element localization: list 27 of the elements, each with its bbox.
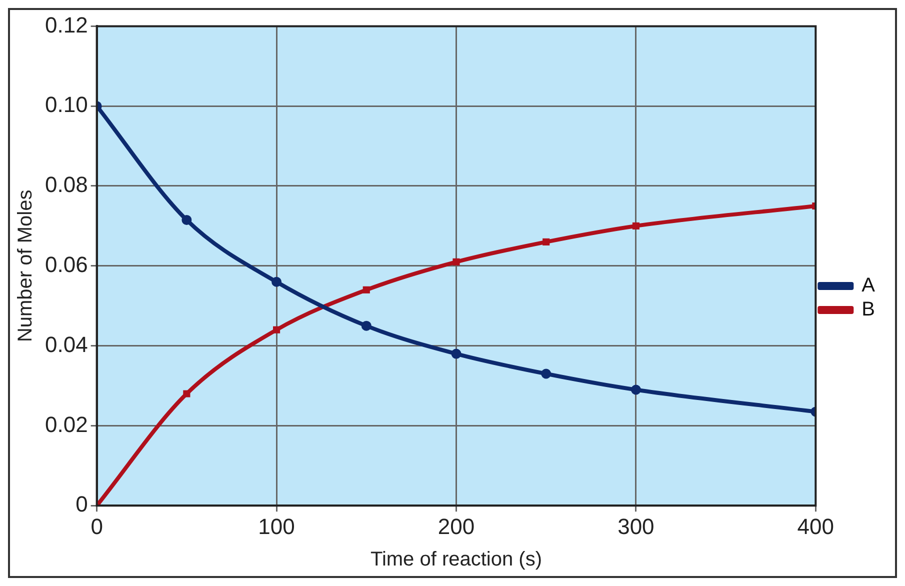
point xyxy=(182,214,192,225)
point xyxy=(361,320,372,331)
y-tick-label: 0.10 xyxy=(44,92,88,118)
y-axis-title: Number of Moles xyxy=(14,190,37,342)
y-tick-label: 0.12 xyxy=(44,12,88,38)
point xyxy=(542,238,550,246)
y-tick-label: 0.08 xyxy=(44,172,88,198)
y-tick-label: 0.02 xyxy=(44,412,88,437)
point xyxy=(183,390,190,398)
x-tick-label: 400 xyxy=(797,514,834,539)
point xyxy=(272,326,280,334)
x-tick-label: 100 xyxy=(258,514,295,539)
y-tick-label: 0 xyxy=(76,492,88,517)
x-axis-title: Time of reaction (s) xyxy=(370,548,542,571)
point xyxy=(630,384,641,395)
x-tick-label: 200 xyxy=(438,514,475,539)
point xyxy=(272,276,282,287)
point xyxy=(632,222,640,230)
y-tick-label: 0.04 xyxy=(44,332,88,357)
point xyxy=(362,286,370,294)
x-tick-label: 300 xyxy=(618,514,654,539)
legend-label: A xyxy=(862,274,876,297)
legend-label: B xyxy=(862,298,876,321)
y-tick-label: 0.06 xyxy=(44,252,88,277)
point xyxy=(541,368,552,379)
point xyxy=(451,348,462,359)
point xyxy=(452,258,460,266)
